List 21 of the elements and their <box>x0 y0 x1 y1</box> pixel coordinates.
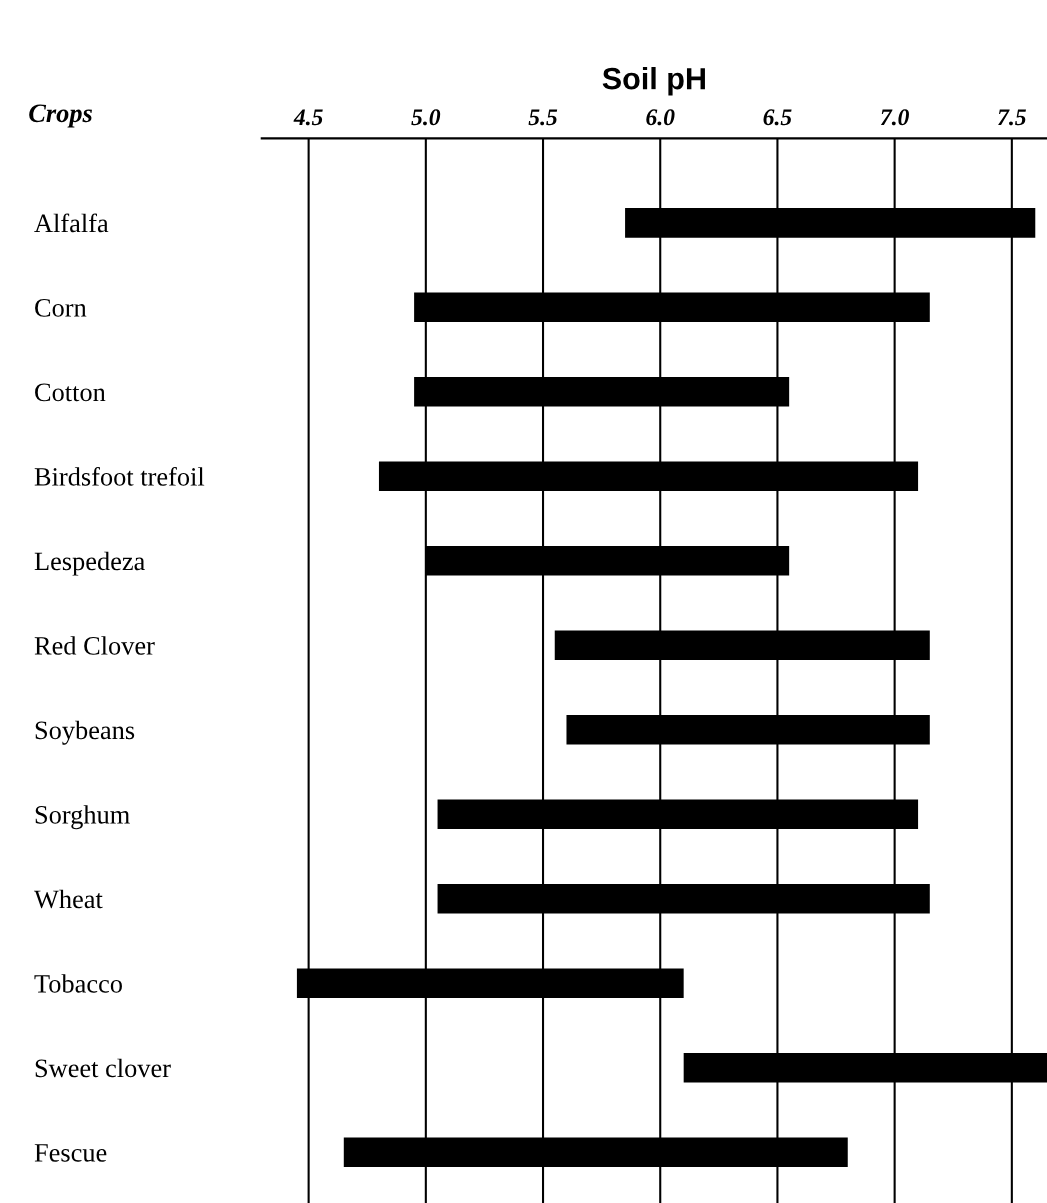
y-tick-label: Fescue <box>34 1144 107 1162</box>
y-tick-label: Alfalfa <box>34 213 109 233</box>
y-tick-label: Sweet clover <box>35 1058 171 1078</box>
x-tick-label: 7.0 <box>880 109 909 126</box>
y-axis-title: Crops <box>29 104 92 128</box>
y-tick-label: Sorghum <box>35 805 130 830</box>
x-tick-label: 6.0 <box>646 109 675 126</box>
x-tick-label: 6.5 <box>763 109 792 126</box>
x-tick-label: 5.5 <box>528 109 558 126</box>
y-tick-label: Wheat <box>34 889 103 909</box>
y-tick-label: Cotton <box>35 383 106 402</box>
y-tick-label: Birdsfoot trefoil <box>34 466 205 486</box>
x-tick-label: 7.5 <box>998 109 1026 126</box>
x-tick-label: 4.5 <box>293 109 323 126</box>
y-tick-label: Soybeans <box>35 720 135 745</box>
y-tick-label: Lespedeza <box>34 551 145 576</box>
x-axis-title: Soil pH <box>602 67 705 96</box>
y-tick-label: Corn <box>35 299 87 317</box>
y-tick-label: Red Clover <box>34 636 155 655</box>
x-tick-label: 5.0 <box>411 109 441 126</box>
y-tick-label: Tobacco <box>34 974 122 993</box>
